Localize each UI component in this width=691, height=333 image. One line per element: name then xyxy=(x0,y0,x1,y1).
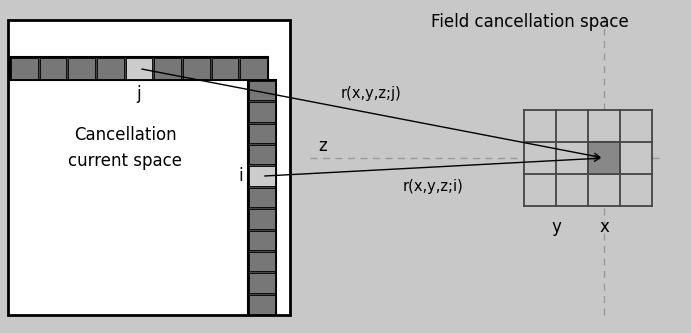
Text: Field cancellation space: Field cancellation space xyxy=(431,13,629,31)
Bar xyxy=(240,58,267,79)
Bar xyxy=(8,20,290,315)
Bar xyxy=(249,166,275,186)
Bar xyxy=(126,58,152,79)
Text: j: j xyxy=(137,85,142,103)
Text: r(x,y,z;i): r(x,y,z;i) xyxy=(403,179,464,194)
Bar xyxy=(248,80,276,315)
Bar xyxy=(211,58,238,79)
Bar xyxy=(249,102,275,122)
Bar xyxy=(249,273,275,293)
Bar xyxy=(183,58,209,79)
Text: x: x xyxy=(599,218,609,236)
Text: z: z xyxy=(318,137,327,155)
Bar xyxy=(249,295,275,314)
Text: r(x,y,z;j): r(x,y,z;j) xyxy=(341,86,402,101)
Bar xyxy=(97,58,124,79)
Text: Cancellation
current space: Cancellation current space xyxy=(68,127,182,169)
Bar xyxy=(249,124,275,143)
Bar xyxy=(249,81,275,100)
Bar xyxy=(11,58,38,79)
Bar xyxy=(10,57,268,80)
Bar xyxy=(249,230,275,250)
Bar xyxy=(68,58,95,79)
Bar xyxy=(39,58,66,79)
Bar xyxy=(249,145,275,165)
Text: y: y xyxy=(551,218,561,236)
Bar xyxy=(154,58,181,79)
Bar xyxy=(249,252,275,271)
Bar xyxy=(588,142,620,174)
Text: i: i xyxy=(238,167,243,185)
Bar xyxy=(249,209,275,228)
Bar xyxy=(249,188,275,207)
